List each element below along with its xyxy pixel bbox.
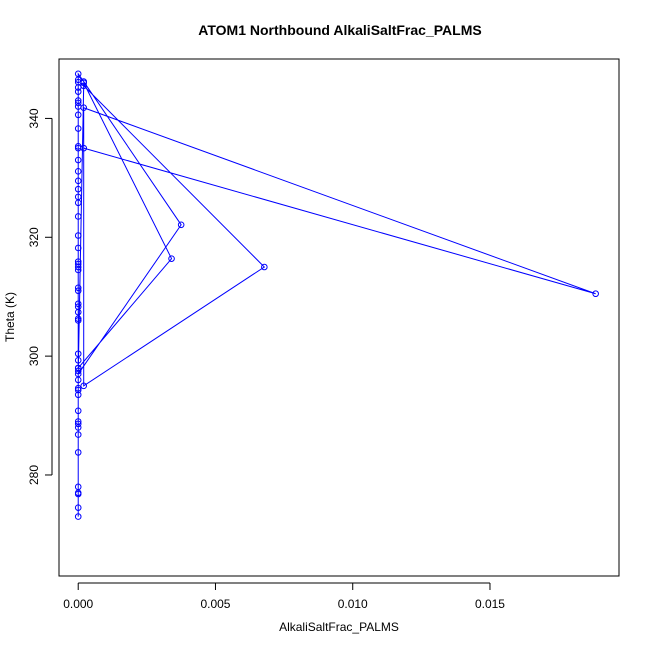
data-point bbox=[74, 350, 82, 358]
data-point bbox=[74, 356, 82, 364]
data-point bbox=[74, 232, 82, 239]
series-line bbox=[77, 72, 596, 517]
data-point bbox=[74, 420, 82, 428]
x-axis-label: AlkaliSaltFrac_PALMS bbox=[279, 620, 399, 634]
data-point bbox=[74, 407, 82, 415]
data-point bbox=[168, 255, 175, 262]
plot-frame bbox=[58, 58, 620, 577]
data-point bbox=[592, 290, 599, 298]
data-point bbox=[74, 213, 82, 220]
data-point bbox=[74, 317, 82, 324]
data-point bbox=[74, 386, 82, 394]
y-axis: 280 300 320 340 bbox=[27, 108, 53, 485]
data-point bbox=[74, 303, 82, 311]
x-tick-label: 0.010 bbox=[338, 597, 368, 611]
data-point bbox=[74, 483, 82, 491]
data-point bbox=[80, 82, 88, 90]
data-point bbox=[74, 193, 82, 201]
data-point bbox=[74, 367, 82, 375]
data-point bbox=[74, 504, 82, 511]
data-point bbox=[177, 221, 185, 229]
data-point bbox=[74, 97, 82, 104]
data-point bbox=[74, 70, 82, 78]
series-line-group bbox=[77, 72, 596, 517]
data-point bbox=[74, 449, 82, 456]
data-point bbox=[74, 156, 82, 164]
data-point bbox=[80, 144, 88, 152]
series-points-group bbox=[74, 70, 599, 520]
chart-title: ATOM1 Northbound AlkaliSaltFrac_PALMS bbox=[198, 22, 481, 38]
data-point bbox=[80, 79, 88, 87]
data-point bbox=[74, 185, 82, 193]
data-point bbox=[74, 284, 82, 292]
data-point bbox=[74, 258, 82, 265]
data-point bbox=[74, 111, 82, 119]
data-point bbox=[74, 300, 82, 308]
y-tick-label: 340 bbox=[27, 108, 41, 128]
data-point bbox=[74, 315, 82, 322]
data-point bbox=[74, 244, 82, 252]
data-point bbox=[74, 431, 82, 438]
data-point bbox=[261, 263, 268, 271]
x-tick-label: 0.015 bbox=[475, 597, 505, 611]
data-point bbox=[74, 513, 82, 520]
data-point bbox=[74, 384, 82, 392]
data-point bbox=[74, 260, 82, 268]
data-point bbox=[74, 364, 82, 372]
data-point bbox=[80, 382, 88, 390]
x-tick-label: 0.005 bbox=[200, 597, 230, 611]
data-point bbox=[74, 168, 82, 175]
y-tick-label: 300 bbox=[27, 346, 41, 366]
data-point bbox=[74, 88, 82, 95]
data-point bbox=[74, 125, 82, 132]
data-point bbox=[74, 177, 82, 185]
x-axis: 0.000 0.005 0.010 0.015 bbox=[63, 582, 505, 611]
data-point bbox=[74, 418, 82, 425]
data-point bbox=[74, 391, 82, 399]
x-tick-label: 0.000 bbox=[63, 597, 93, 611]
data-point bbox=[80, 104, 88, 112]
y-tick-label: 320 bbox=[27, 227, 41, 247]
data-point bbox=[74, 287, 82, 295]
y-axis-label: Theta (K) bbox=[3, 292, 17, 342]
y-tick-label: 280 bbox=[27, 465, 41, 485]
data-point bbox=[74, 99, 82, 107]
